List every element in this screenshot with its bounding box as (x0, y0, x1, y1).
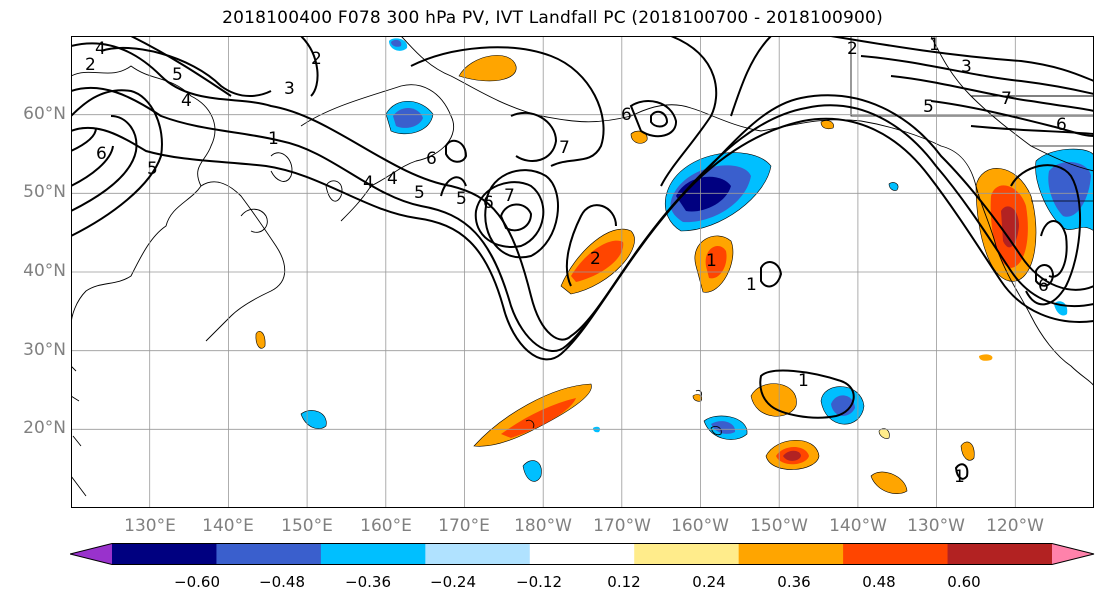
colorbar-segment (843, 543, 949, 565)
lon-label: 120°W (986, 516, 1044, 536)
contour-label: 4 (387, 169, 398, 189)
contour-label: 6 (426, 149, 437, 169)
contour-label: 5 (172, 65, 183, 85)
chart-title: 2018100400 F078 300 hPa PV, IVT Landfall… (222, 8, 883, 28)
lon-label: 160°E (360, 516, 412, 536)
contour-label: 6 (1056, 115, 1067, 135)
map-panel: 4 2 5 3 4 1 2 6 5 4 6 5 6 7 5 4 6 7 2 1 … (71, 36, 1094, 508)
colorbar-segment (216, 543, 322, 565)
colorbar-segment (947, 543, 1053, 565)
contour-label: 7 (559, 138, 570, 158)
lon-label: 140°E (202, 516, 254, 536)
colorbar-tick-label: −0.48 (259, 573, 305, 591)
colorbar-tick-label: 0.60 (947, 573, 981, 591)
lat-label: 40°N (23, 261, 66, 281)
contour-label: 6 (96, 144, 107, 164)
contour-label: 4 (95, 39, 106, 59)
contour-label: 2 (590, 249, 601, 269)
colorbar-tick-label: 0.12 (607, 573, 641, 591)
lon-label: 150°W (750, 516, 808, 536)
colorbar-tick-label: 0.48 (862, 573, 896, 591)
colorbar-segment (738, 543, 844, 565)
colorbar (70, 543, 1095, 565)
contour-label: 7 (504, 186, 515, 206)
colorbar-segment (320, 543, 426, 565)
lon-label: 160°W (671, 516, 729, 536)
contour-label: 5 (147, 159, 158, 179)
shading-positive (255, 55, 1037, 495)
contour-label: 4 (363, 173, 374, 193)
map-border (71, 36, 1094, 508)
colorbar-extend-max (1052, 543, 1094, 565)
lat-label: 60°N (23, 104, 66, 124)
lat-label: 20°N (23, 418, 66, 438)
pv-contours (71, 36, 1094, 480)
contour-labels: 4 2 5 3 4 1 2 6 5 4 6 5 6 7 5 4 6 7 2 1 … (85, 36, 1067, 487)
lon-label: 170°E (438, 516, 490, 536)
contour-label: 5 (923, 97, 934, 117)
lon-label: 140°W (829, 516, 887, 536)
contour-label: 1 (929, 36, 940, 55)
contour-label: 7 (1001, 89, 1012, 109)
contour-label: 3 (284, 79, 295, 99)
contour-label: 4 (181, 91, 192, 111)
lon-label: 130°E (124, 516, 176, 536)
colorbar-tick-label: 0.24 (692, 573, 726, 591)
lon-label: 130°W (907, 516, 965, 536)
contour-label: 5 (414, 183, 425, 203)
contour-label: 6 (1038, 276, 1049, 296)
colorbar-tick-label: 0.36 (777, 573, 811, 591)
contour-label: 1 (706, 251, 717, 271)
colorbar-segment (112, 543, 217, 565)
contour-label: 2 (847, 39, 858, 59)
contour-label: 2 (311, 49, 322, 69)
map-canvas: 4 2 5 3 4 1 2 6 5 4 6 5 6 7 5 4 6 7 2 1 … (71, 36, 1094, 508)
colorbar-extend-min (70, 543, 112, 565)
lat-label: 30°N (23, 340, 66, 360)
gridlines (71, 36, 1094, 508)
colorbar-tick-label: −0.60 (174, 573, 220, 591)
contour-label: 6 (483, 193, 494, 213)
contour-label: 6 (621, 105, 632, 125)
colorbar-segment (425, 543, 531, 565)
colorbar-segment (529, 543, 635, 565)
colorbar-outline (70, 543, 1095, 565)
contour-label: 1 (746, 275, 757, 295)
contour-label: 1 (954, 467, 965, 487)
contour-label: 1 (268, 129, 279, 149)
contour-label: 2 (85, 55, 96, 75)
lon-label: 180°W (514, 516, 572, 536)
contour-label: 5 (456, 189, 467, 209)
colorbar-segment (634, 543, 740, 565)
lon-label: 150°E (281, 516, 333, 536)
contour-label: 1 (798, 371, 809, 391)
lat-label: 50°N (23, 182, 66, 202)
colorbar-tick-label: −0.36 (345, 573, 391, 591)
colorbar-tick-label: −0.12 (516, 573, 562, 591)
lon-label: 170°W (593, 516, 651, 536)
colorbar-tick-label: −0.24 (430, 573, 476, 591)
contour-label: 3 (961, 57, 972, 77)
